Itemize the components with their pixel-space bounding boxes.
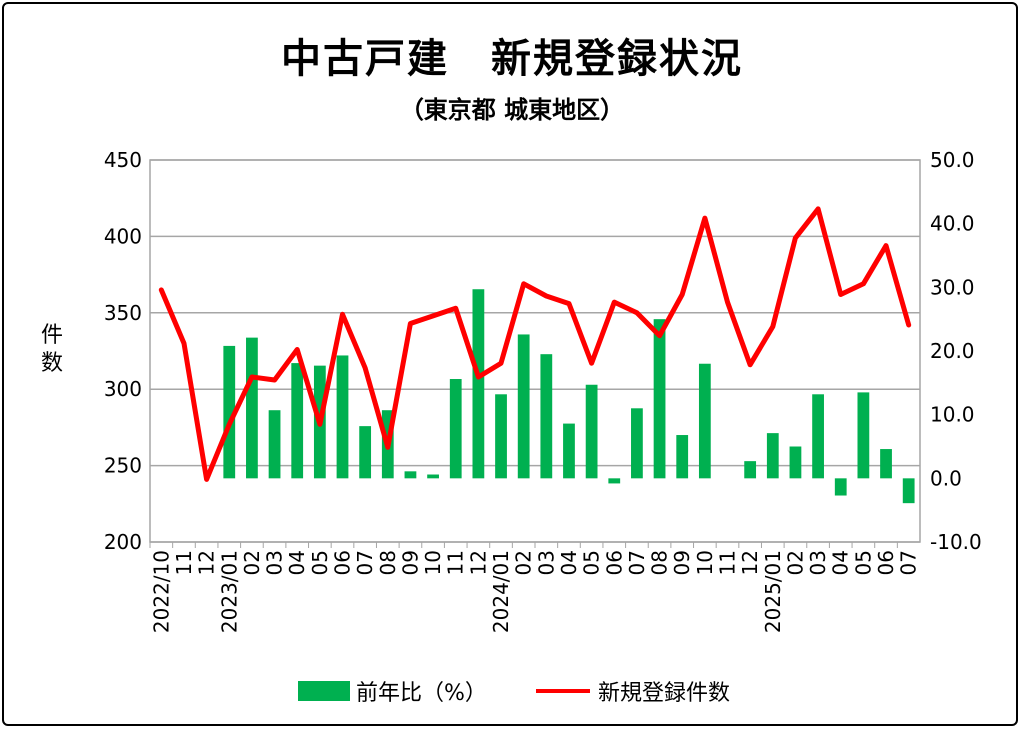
- bar-yoy: [902, 478, 915, 504]
- bar-yoy: [653, 319, 666, 479]
- y-left-tick-label: 300: [104, 377, 142, 401]
- bar-yoy: [834, 478, 847, 496]
- x-tick-label: 08: [648, 550, 672, 575]
- bar-yoy: [291, 363, 304, 479]
- x-tick-label: 08: [376, 550, 400, 575]
- y-axis-left-label: 件数: [38, 322, 66, 378]
- bar-yoy: [563, 423, 575, 479]
- bar-yoy: [540, 354, 553, 479]
- bar-yoy: [857, 392, 870, 479]
- bar-yoy: [495, 394, 507, 479]
- bar-yoy: [359, 426, 372, 479]
- bar-yoy: [766, 433, 779, 479]
- bar-yoy: [880, 449, 892, 479]
- bar-yoy: [698, 363, 711, 479]
- legend-line-swatch: [536, 689, 590, 693]
- y-right-tick-label: 10.0: [930, 403, 975, 427]
- x-tick-label: 02: [240, 550, 264, 575]
- bar-yoy: [812, 394, 824, 479]
- x-tick-label: 2023/01: [217, 550, 241, 633]
- x-tick-label: 09: [398, 550, 422, 575]
- grid-layer: [149, 159, 921, 548]
- x-tick-label: 03: [263, 550, 287, 575]
- plot-area-border: [149, 159, 921, 543]
- x-tick-label: 12: [195, 550, 219, 575]
- legend-bar-label: 前年比（%）: [356, 681, 487, 706]
- bar-yoy: [789, 446, 802, 479]
- bar-yoy: [472, 289, 485, 479]
- bar-yoy: [404, 471, 417, 479]
- y-right-tick-label: 20.0: [930, 339, 975, 363]
- y-left-tick-label: 400: [104, 224, 142, 248]
- x-tick-label: 04: [829, 550, 853, 575]
- x-tick-label: 02: [783, 550, 807, 575]
- y-right-tick-label: 50.0: [930, 148, 975, 172]
- y-right-tick-label: 40.0: [930, 212, 975, 236]
- bar-yoy: [223, 345, 236, 479]
- x-tick-label: 06: [602, 550, 626, 575]
- x-tick-label: 03: [534, 550, 558, 575]
- y-left-tick-label: 200: [104, 530, 142, 554]
- x-tick-label: 05: [580, 550, 604, 575]
- legend-bar-swatch: [298, 681, 350, 701]
- y-axis-left-label-text: 件数: [40, 323, 63, 376]
- bar-yoy: [427, 474, 439, 479]
- chart-title: 中古戸建 新規登録状況: [281, 36, 743, 82]
- x-tick-label: 05: [851, 550, 875, 575]
- x-tick-label: 06: [331, 550, 355, 575]
- x-tick-label: 03: [806, 550, 830, 575]
- x-tick-label: 04: [285, 550, 309, 575]
- y-right-tick-label: -10.0: [930, 530, 982, 554]
- x-tick-label: 02: [512, 550, 536, 575]
- x-tick-label: 09: [670, 550, 694, 575]
- x-tick-label: 07: [625, 550, 649, 575]
- bar-yoy: [246, 337, 258, 479]
- x-tick-label: 11: [716, 550, 740, 575]
- chart-subtitle: （東京都 城東地区）: [399, 96, 625, 124]
- bar-yoy: [449, 379, 462, 479]
- bar-yoy: [585, 384, 598, 479]
- bar-yoy: [744, 461, 757, 479]
- bar-yoy: [336, 355, 349, 479]
- bar-yoy: [676, 435, 689, 479]
- x-tick-label: 04: [557, 550, 581, 575]
- tick-layer: 450 400 350 300 250 200 50.0 40.0 30.0 20.0 10.0 0.…: [104, 148, 982, 633]
- bar-yoy: [268, 410, 281, 479]
- y-left-tick-label: 250: [104, 454, 142, 478]
- x-tick-label: 2024/01: [489, 550, 513, 633]
- x-tick-label: 10: [693, 550, 717, 575]
- legend-item-bars: 前年比（%）: [298, 676, 487, 706]
- legend-line-label: 新規登録件数: [598, 681, 731, 706]
- x-tick-label: 07: [353, 550, 377, 575]
- y-left-tick-label: 350: [104, 301, 142, 325]
- x-tick-label: 12: [466, 550, 490, 575]
- y-right-tick-label: 30.0: [930, 275, 975, 299]
- x-tick-label: 07: [897, 550, 921, 575]
- bar-yoy: [608, 478, 621, 484]
- line-new-listings: [158, 206, 912, 482]
- x-tick-label: 2025/01: [761, 550, 785, 633]
- x-tick-label: 11: [172, 550, 196, 575]
- y-right-tick-label: 0.0: [930, 466, 962, 490]
- bar-yoy: [517, 334, 530, 479]
- y-left-tick-label: 450: [104, 148, 142, 172]
- legend-item-line: 新規登録件数: [536, 676, 730, 706]
- x-tick-label: 11: [444, 550, 468, 575]
- x-tick-label: 12: [738, 550, 762, 575]
- x-tick-label: 2022/10: [149, 550, 173, 633]
- x-tick-label: 10: [421, 550, 445, 575]
- x-tick-label: 05: [308, 550, 332, 575]
- bar-yoy: [631, 408, 643, 479]
- line-layer: [158, 206, 912, 482]
- x-tick-label: 06: [874, 550, 898, 575]
